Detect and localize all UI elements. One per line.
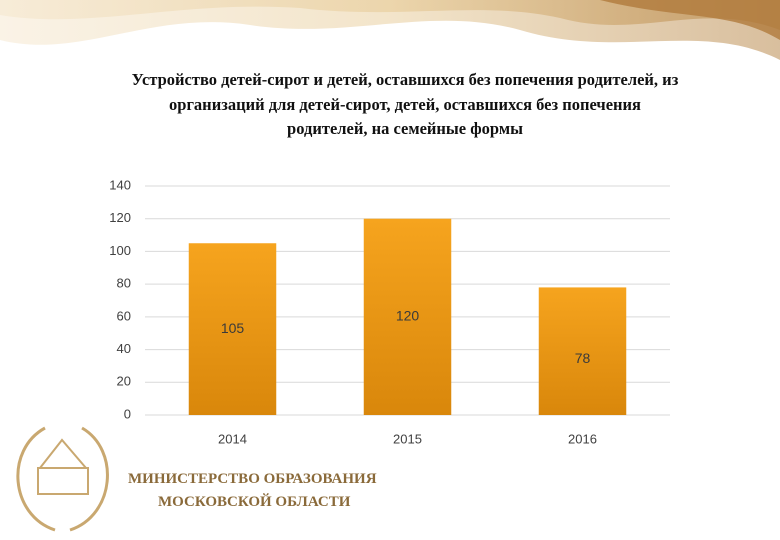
y-tick-label: 40 bbox=[117, 341, 131, 356]
data-label: 120 bbox=[396, 308, 420, 324]
x-tick-label: 2014 bbox=[218, 431, 247, 446]
x-tick-label: 2015 bbox=[393, 431, 422, 446]
data-label: 78 bbox=[575, 350, 591, 366]
chart-title: Устройство детей-сирот и детей, оставших… bbox=[131, 70, 679, 138]
org-name: МОСКОВСКОЙ ОБЛАСТИ bbox=[158, 494, 351, 510]
decor-wave bbox=[600, 0, 780, 40]
decor-wave bbox=[0, 0, 780, 30]
x-tick-label: 2016 bbox=[568, 431, 597, 446]
y-tick-label: 100 bbox=[109, 243, 131, 258]
y-tick-label: 20 bbox=[117, 374, 131, 389]
y-tick-label: 60 bbox=[117, 308, 131, 323]
y-tick-label: 0 bbox=[124, 406, 131, 421]
bar bbox=[363, 218, 452, 415]
bar bbox=[538, 287, 627, 415]
bar bbox=[188, 243, 277, 415]
org-name: МИНИСТЕРСТВО ОБРАЗОВАНИЯ bbox=[128, 471, 377, 487]
y-tick-label: 140 bbox=[109, 177, 131, 192]
y-tick-label: 80 bbox=[117, 276, 131, 291]
logo bbox=[16, 426, 109, 532]
data-label: 105 bbox=[221, 320, 245, 336]
y-tick-label: 120 bbox=[109, 210, 131, 225]
